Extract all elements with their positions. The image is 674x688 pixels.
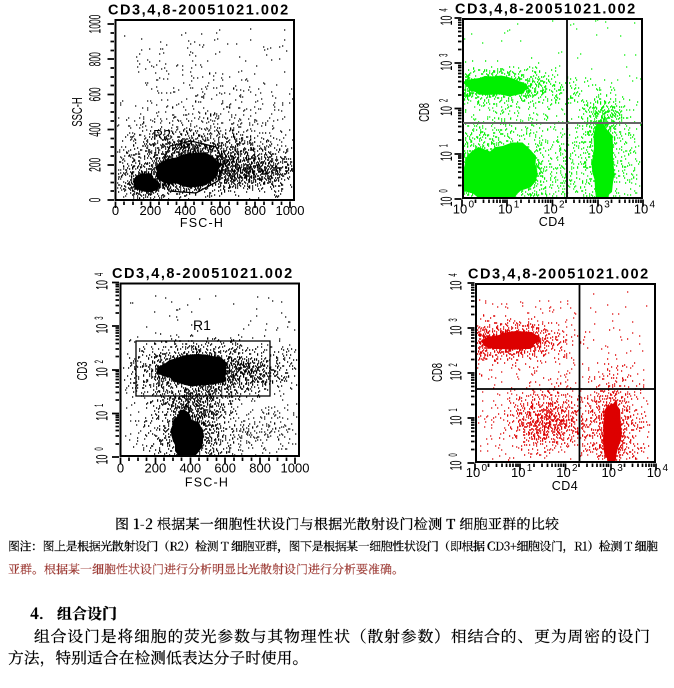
svg-text:R2: R2	[153, 127, 171, 143]
svg-text:CD4: CD4	[552, 479, 579, 493]
svg-text:4: 4	[437, 8, 450, 11]
svg-text:10: 10	[446, 281, 465, 291]
svg-text:400: 400	[174, 203, 196, 218]
svg-text:2: 2	[437, 99, 450, 102]
svg-text:1: 1	[437, 144, 450, 147]
svg-text:10: 10	[92, 280, 111, 290]
svg-text:200: 200	[145, 461, 167, 476]
svg-text:1000: 1000	[281, 461, 310, 476]
svg-text:CD4: CD4	[539, 215, 566, 229]
svg-text:600: 600	[214, 461, 236, 476]
svg-text:0: 0	[447, 453, 460, 456]
svg-text:1: 1	[447, 408, 460, 411]
svg-text:0: 0	[482, 463, 488, 474]
svg-text:FSC-H: FSC-H	[185, 476, 229, 490]
svg-text:CD3: CD3	[74, 362, 91, 381]
svg-text:1000: 1000	[85, 15, 104, 34]
svg-text:2: 2	[93, 360, 106, 363]
svg-text:400: 400	[179, 461, 201, 476]
svg-text:800: 800	[244, 203, 266, 218]
svg-text:CD8: CD8	[416, 103, 433, 122]
svg-text:800: 800	[249, 461, 271, 476]
svg-text:10: 10	[437, 197, 456, 207]
svg-text:10: 10	[437, 16, 456, 26]
svg-text:3: 3	[447, 318, 460, 321]
svg-text:2: 2	[447, 363, 460, 366]
svg-text:R1: R1	[193, 317, 211, 333]
svg-text:10: 10	[589, 202, 603, 217]
svg-text:CD8: CD8	[429, 363, 446, 382]
svg-text:10: 10	[556, 465, 570, 480]
svg-text:3: 3	[604, 200, 610, 211]
svg-text:10: 10	[437, 61, 456, 71]
svg-text:4: 4	[663, 463, 669, 474]
svg-text:1000: 1000	[276, 203, 305, 218]
svg-text:10: 10	[498, 202, 512, 217]
svg-text:10: 10	[446, 461, 465, 471]
svg-text:2: 2	[559, 200, 565, 211]
svg-text:0: 0	[437, 189, 450, 192]
svg-text:10: 10	[511, 465, 525, 480]
svg-text:600: 600	[85, 87, 104, 101]
svg-text:10: 10	[92, 324, 111, 334]
svg-text:10: 10	[446, 326, 465, 336]
svg-text:0: 0	[469, 200, 475, 211]
svg-text:10: 10	[634, 202, 648, 217]
svg-text:0: 0	[93, 447, 106, 450]
svg-text:400: 400	[85, 123, 104, 137]
svg-text:10: 10	[446, 371, 465, 381]
svg-text:0: 0	[112, 203, 119, 218]
svg-text:SSC-H: SSC-H	[69, 97, 86, 126]
svg-text:600: 600	[209, 203, 231, 218]
svg-text:0: 0	[117, 461, 124, 476]
svg-text:FSC-H: FSC-H	[180, 216, 224, 230]
svg-text:10: 10	[602, 465, 616, 480]
svg-text:10: 10	[453, 202, 467, 217]
svg-text:200: 200	[140, 203, 162, 218]
svg-text:1: 1	[93, 404, 106, 407]
svg-text:10: 10	[446, 416, 465, 426]
svg-text:4: 4	[93, 273, 106, 276]
svg-text:CD3,4,8-20051021.002: CD3,4,8-20051021.002	[455, 2, 637, 18]
svg-text:CD3,4,8-20051021.002: CD3,4,8-20051021.002	[108, 3, 290, 19]
svg-text:2: 2	[572, 463, 578, 474]
svg-text:10: 10	[437, 151, 456, 161]
svg-text:3: 3	[437, 54, 450, 57]
svg-text:CD3,4,8-20051021.002: CD3,4,8-20051021.002	[112, 266, 294, 282]
svg-text:1: 1	[514, 200, 520, 211]
svg-text:3: 3	[93, 316, 106, 319]
svg-text:3: 3	[617, 463, 623, 474]
svg-text:4: 4	[650, 200, 656, 211]
svg-text:10: 10	[92, 455, 111, 465]
svg-text:10: 10	[437, 106, 456, 116]
svg-text:10: 10	[92, 367, 111, 377]
svg-text:0: 0	[85, 198, 104, 203]
svg-text:200: 200	[85, 158, 104, 172]
svg-text:10: 10	[543, 202, 557, 217]
svg-text:800: 800	[85, 52, 104, 66]
svg-text:10: 10	[92, 411, 111, 421]
svg-text:10: 10	[466, 465, 480, 480]
svg-text:CD3,4,8-20051021.002: CD3,4,8-20051021.002	[468, 267, 650, 283]
svg-text:10: 10	[647, 465, 661, 480]
svg-text:4: 4	[447, 273, 460, 276]
svg-text:1: 1	[527, 463, 533, 474]
